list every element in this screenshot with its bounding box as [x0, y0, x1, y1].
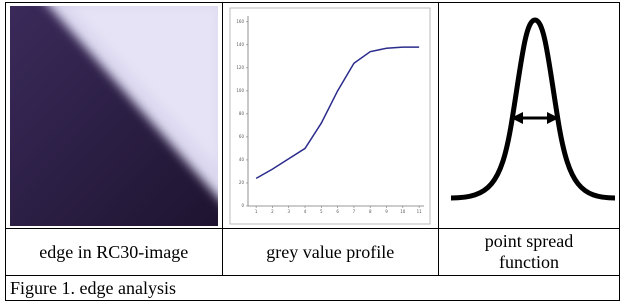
caption: point spread function	[439, 229, 620, 276]
y-tick-label: 60	[239, 133, 245, 138]
y-tick-label: 120	[237, 64, 245, 69]
caption: edge in RC30-image	[6, 229, 223, 276]
psf-curve	[451, 20, 615, 198]
x-tick-label: 11	[417, 209, 423, 214]
y-tick-label: 80	[239, 110, 245, 115]
caption: grey value profile	[222, 229, 439, 276]
psf-drawing	[439, 6, 619, 226]
edge-image	[10, 6, 218, 226]
y-tick-label: 20	[239, 179, 245, 184]
x-tick-label: 10	[401, 209, 407, 214]
y-tick-label: 40	[239, 156, 245, 161]
image-cell	[6, 3, 223, 229]
y-tick-label: 100	[237, 87, 245, 92]
x-tick-label: 8	[369, 209, 372, 214]
y-tick-label: 140	[237, 41, 245, 46]
page: 0204060801001201401601234567891011 edge …	[0, 0, 625, 304]
plot-frame	[230, 8, 430, 224]
x-tick-label: 9	[385, 209, 388, 214]
y-tick-label: 160	[237, 18, 245, 23]
x-tick-label: 7	[353, 209, 356, 214]
figure-caption: Figure 1. edge analysis	[6, 276, 620, 301]
x-tick-label: 6	[337, 209, 340, 214]
image-cell	[439, 3, 620, 229]
